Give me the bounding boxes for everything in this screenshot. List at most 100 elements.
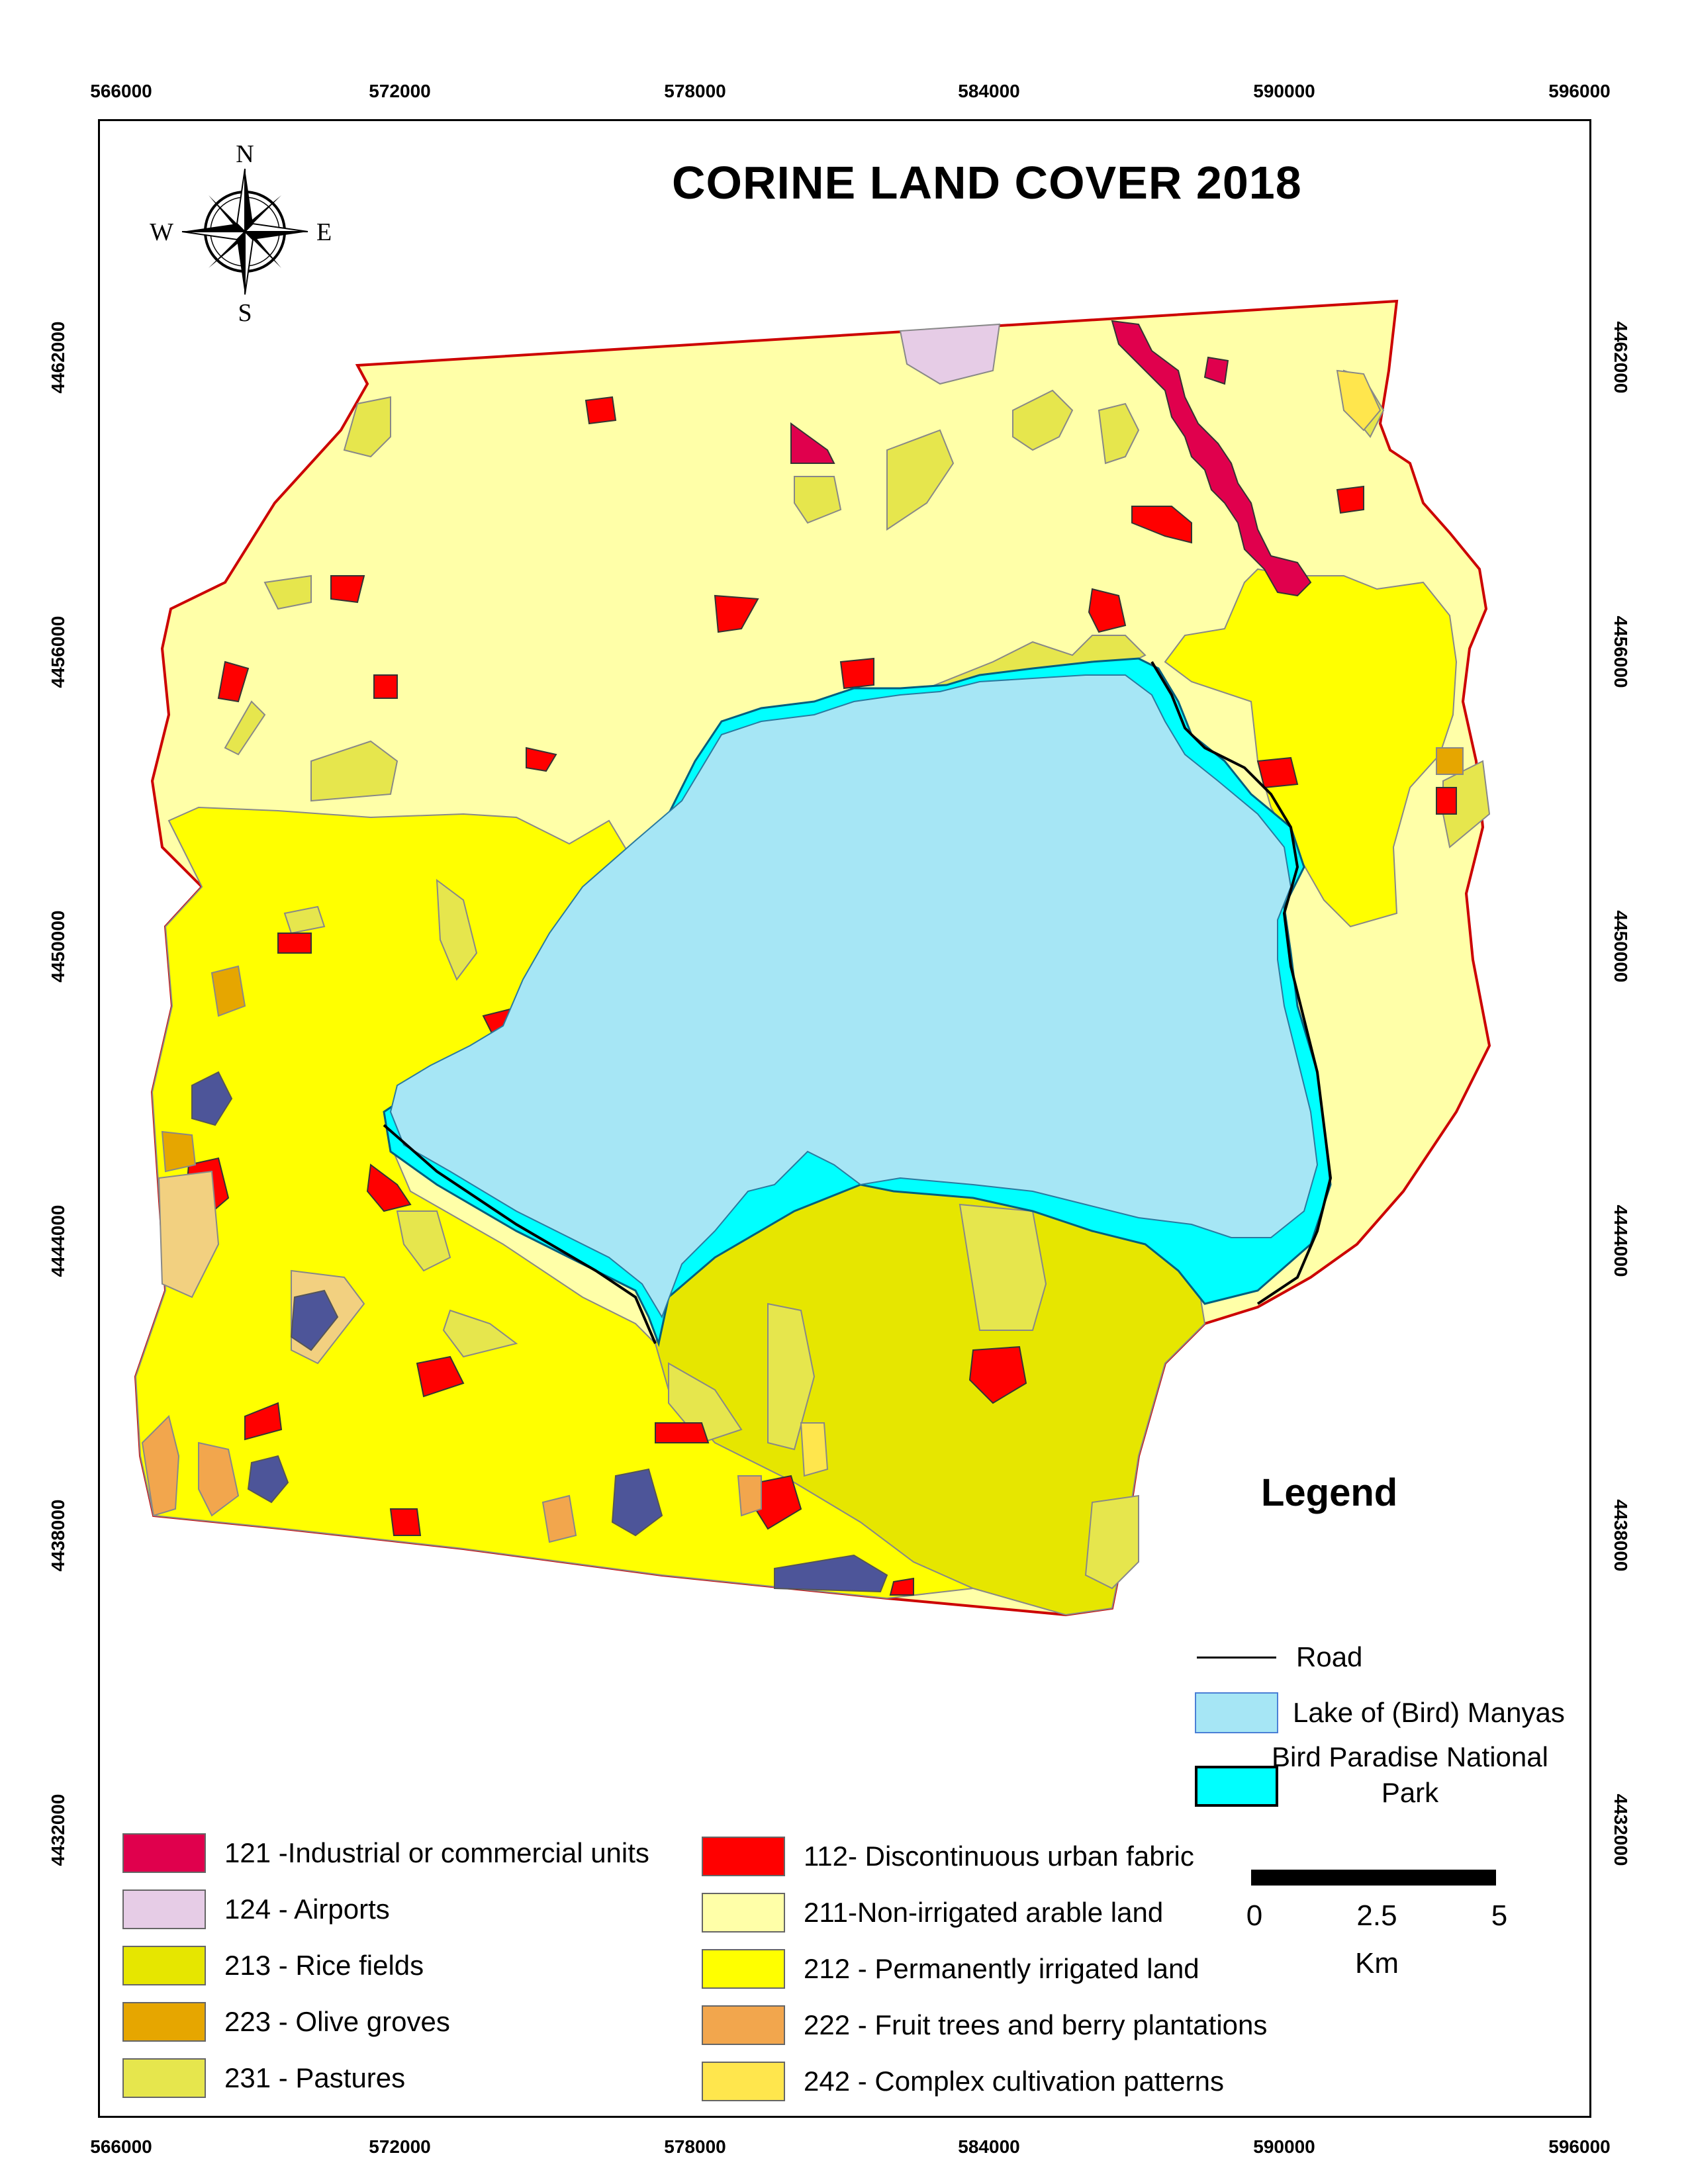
- legend-label: 121 -Industrial or commercial units: [224, 1837, 649, 1868]
- olive-grove-patch: [1436, 747, 1464, 775]
- legend-lake-label: Lake of (Bird) Manyas: [1293, 1697, 1565, 1728]
- x-tick-label: 584000: [958, 2136, 1020, 2157]
- legend-swatch: [122, 2002, 206, 2042]
- legend-label: 211-Non-irrigated arable land: [804, 1897, 1164, 1928]
- scale-bar: [1251, 1870, 1496, 1886]
- pasture-patch: [1098, 402, 1140, 465]
- x-tick-label: 572000: [369, 2136, 431, 2157]
- x-tick-label: 596000: [1548, 81, 1611, 101]
- legend-label: 231 - Pastures: [224, 2062, 406, 2093]
- compass-n: N: [236, 140, 254, 168]
- legend-item-park: [1195, 1766, 1278, 1807]
- legend-item-212: 212 - Permanently irrigated land: [702, 1949, 1199, 1989]
- sandy-patch: [158, 1170, 220, 1298]
- legend-label: 213 - Rice fields: [224, 1950, 424, 1981]
- olive-grove-patch: [161, 1130, 197, 1173]
- x-tick-label: 572000: [369, 81, 431, 101]
- legend-item-road: Road: [1197, 1641, 1362, 1673]
- olive-grove-patch: [211, 965, 246, 1017]
- pasture-patch: [886, 429, 955, 531]
- legend-item-121: 121 -Industrial or commercial units: [122, 1833, 649, 1873]
- legend-item-223: 223 - Olive groves: [122, 2002, 450, 2042]
- irrigated-land-east: [1164, 568, 1458, 928]
- legend-swatch: [702, 1949, 785, 1989]
- legend-label: 112- Discontinuous urban fabric: [804, 1841, 1194, 1872]
- legend-item-124: 124 - Airports: [122, 1889, 390, 1929]
- legend-label: 242 - Complex cultivation patterns: [804, 2066, 1224, 2097]
- urban-patch: [416, 1355, 465, 1398]
- fruit-tree-patch: [737, 1475, 762, 1517]
- x-tick-label: 590000: [1253, 2136, 1315, 2157]
- legend-item-231: 231 - Pastures: [122, 2058, 405, 2098]
- pasture-patch: [959, 1203, 1047, 1331]
- compass-e: E: [316, 218, 332, 246]
- industrial-patch: [1111, 320, 1312, 597]
- dark-patch: [191, 1071, 233, 1126]
- x-tick-label: 566000: [90, 2136, 152, 2157]
- legend-swatch: [122, 1889, 206, 1929]
- compass-w: W: [150, 218, 173, 246]
- legend-item-213: 213 - Rice fields: [122, 1946, 424, 1985]
- industrial-patch: [1203, 356, 1229, 385]
- x-tick-label: 590000: [1253, 81, 1315, 101]
- legend-label: 222 - Fruit trees and berry plantations: [804, 2009, 1268, 2040]
- dark-patch: [247, 1455, 289, 1504]
- fruit-tree-patch: [141, 1415, 180, 1517]
- legend-item-112: 112- Discontinuous urban fabric: [702, 1837, 1194, 1876]
- x-tick-label: 578000: [664, 2136, 726, 2157]
- fruit-tree-patch: [541, 1494, 577, 1543]
- industrial-patch: [790, 422, 835, 464]
- legend-road-label: Road: [1296, 1641, 1363, 1672]
- map-title: CORINE LAND COVER 2018: [672, 157, 1302, 208]
- pasture-patch: [1084, 1494, 1139, 1590]
- urban-patch: [366, 1163, 412, 1212]
- pasture-patch: [396, 1210, 451, 1272]
- pasture-patch: [794, 476, 842, 524]
- legend-item-222: 222 - Fruit trees and berry plantations: [702, 2005, 1267, 2045]
- urban-patch: [1436, 787, 1457, 815]
- legend-label: 124 - Airports: [224, 1893, 390, 1925]
- dark-patch: [290, 1289, 339, 1351]
- legend-item-211: 211-Non-irrigated arable land: [702, 1893, 1163, 1933]
- legend-swatch: [702, 1837, 785, 1876]
- urban-patch: [526, 747, 557, 772]
- urban-patch: [968, 1345, 1027, 1404]
- urban-patch: [373, 674, 398, 699]
- fruit-tree-patch: [198, 1441, 240, 1517]
- legend-label: 223 - Olive groves: [224, 2006, 450, 2037]
- map-frame: [98, 119, 1591, 2118]
- legend-label: 212 - Permanently irrigated land: [804, 1953, 1199, 1984]
- legend-title: Legend: [1261, 1471, 1398, 1514]
- urban-patch: [1336, 485, 1364, 514]
- scale-label: 5: [1491, 1899, 1508, 1932]
- road-line: [383, 1124, 657, 1344]
- pasture-patch: [436, 878, 478, 981]
- urban-patch: [655, 1422, 710, 1443]
- dark-patch: [611, 1468, 663, 1537]
- airport-patch: [899, 323, 1001, 385]
- pasture-patch: [442, 1309, 518, 1358]
- urban-patch: [1088, 588, 1127, 633]
- x-tick-label: 566000: [90, 81, 152, 101]
- road-line: [1150, 660, 1333, 1305]
- urban-patch: [1131, 506, 1192, 544]
- scale-label: 0: [1246, 1899, 1263, 1932]
- scale-label: 2.5: [1356, 1899, 1397, 1932]
- complex-cultivation-patch: [800, 1422, 829, 1477]
- legend-item-242: 242 - Complex cultivation patterns: [702, 2062, 1224, 2101]
- legend-swatch: [702, 2062, 785, 2101]
- pasture-patch: [767, 1302, 816, 1451]
- legend-swatch: [702, 2005, 785, 2045]
- dark-patch: [774, 1554, 888, 1593]
- legend-park-label: Bird Paradise National Park: [1272, 1741, 1548, 1808]
- urban-patch: [714, 594, 759, 633]
- pasture-patch: [224, 700, 266, 756]
- urban-patch: [839, 657, 874, 690]
- x-tick-label: 584000: [958, 81, 1020, 101]
- pasture-patch: [1012, 389, 1074, 451]
- compass-rose: N S E W: [150, 140, 332, 327]
- legend-swatch: [122, 1946, 206, 1985]
- pasture-patch: [263, 574, 312, 610]
- lake-swatch: [1195, 1692, 1278, 1733]
